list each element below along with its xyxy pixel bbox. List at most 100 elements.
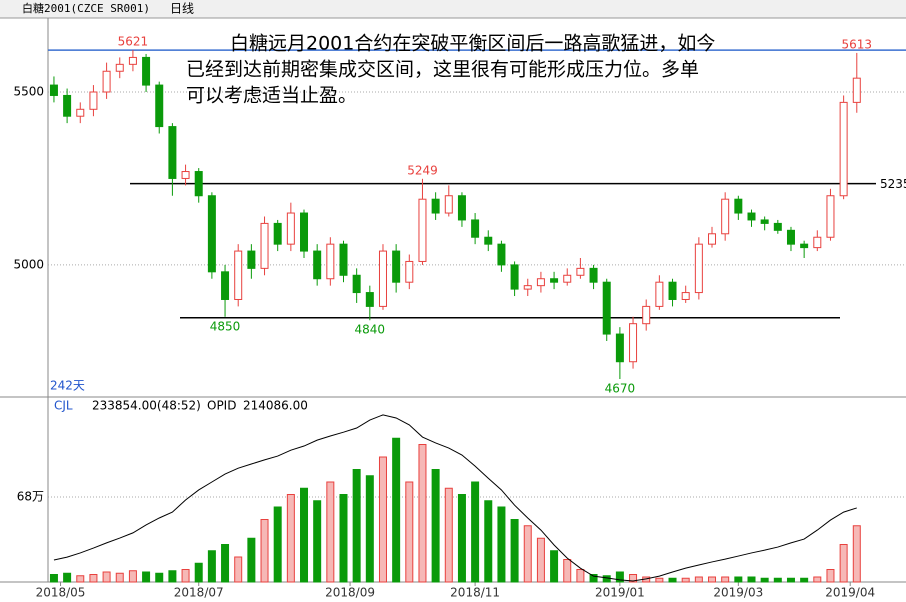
volume-bar [168, 570, 177, 583]
candle-body [378, 250, 387, 307]
volume-bar [523, 525, 532, 583]
annotation: 已经到达前期密集成交区间，这里很有可能形成压力位。多单 [186, 59, 699, 81]
candle-body [602, 281, 611, 335]
volume-bar [484, 500, 493, 583]
volume-bar [128, 570, 137, 583]
annotation: 白糖远月2001合约在突破平衡区间后一路高歌猛进，如今 [230, 33, 715, 55]
candle-body [273, 222, 282, 245]
volume-bar [326, 481, 335, 583]
volume-bar [418, 444, 427, 583]
low-label: 4850 [210, 319, 241, 333]
legend-entry: CJL [54, 399, 73, 413]
candle-body [392, 250, 401, 283]
volume-bar [471, 481, 480, 583]
y-tick-label: 68万 [17, 490, 44, 504]
candle-body [629, 323, 638, 363]
candle-body [260, 222, 269, 269]
x-tick-label: 2019/01 [595, 586, 645, 600]
candle-body [352, 274, 361, 294]
volume-bar [352, 469, 361, 583]
candle-body [734, 198, 743, 214]
volume-bar [773, 577, 782, 583]
candle-body [444, 195, 453, 214]
x-tick-label: 2018/05 [36, 586, 86, 600]
volume-bar [63, 572, 72, 583]
candle-body [168, 126, 177, 179]
volume-bar [339, 494, 348, 583]
high-label: 5249 [407, 163, 438, 177]
candle-body [128, 56, 137, 65]
oi-reading: 214086.00 [243, 399, 308, 413]
annotation: 可以考虑适当止盈。 [186, 85, 357, 107]
volume-bar [708, 576, 717, 583]
volume-bar [260, 519, 269, 583]
candle-body [510, 264, 519, 290]
candle-body [642, 305, 651, 325]
candle-body [142, 56, 151, 86]
volume-bar [786, 577, 795, 583]
candle-body [721, 198, 730, 235]
volume-bar [576, 569, 585, 583]
volume-bar [115, 572, 124, 583]
x-tick-label: 2019/04 [825, 586, 875, 600]
volume-bar [734, 576, 743, 583]
volume-bar [550, 550, 559, 583]
volume-bar [510, 519, 519, 583]
high-label: 5621 [118, 35, 149, 49]
volume-bar [813, 576, 822, 583]
volume-bar [181, 569, 190, 583]
chart-title: 白糖2001(CZCE SR001) [22, 1, 150, 15]
x-tick-label: 2018/07 [174, 586, 224, 600]
volume-bar [365, 475, 374, 583]
candle-body [207, 195, 216, 273]
candle-body [457, 195, 466, 221]
volume-bar [102, 571, 111, 583]
high-label: 5613 [842, 37, 873, 51]
volume-bar [457, 494, 466, 583]
candle-body [431, 198, 440, 214]
period-button[interactable]: 日线 [170, 2, 194, 16]
volume-bar [497, 506, 506, 583]
volume-bar [431, 469, 440, 583]
candle-body [471, 219, 480, 238]
candle-body [786, 229, 795, 245]
candle-body [247, 250, 256, 269]
volume-bar [142, 571, 151, 583]
volume-bar [76, 575, 85, 583]
period-count: 242天 [50, 379, 85, 393]
candle-body [313, 250, 322, 280]
candle-body [49, 84, 58, 96]
low-label: 4670 [605, 382, 636, 396]
volume-bar [826, 569, 835, 583]
candle-body [115, 63, 124, 72]
candle-body [523, 285, 532, 290]
volume-bar [655, 577, 664, 583]
volume-bar [629, 574, 638, 583]
candle-body [576, 267, 585, 276]
volume-bar [286, 494, 295, 583]
candle-body [286, 212, 295, 245]
volume-bar [49, 574, 58, 583]
volume-bar [247, 537, 256, 583]
volume-bar [444, 487, 453, 583]
candle-body [615, 333, 624, 363]
x-tick-label: 2019/03 [713, 586, 763, 600]
candle-body [852, 77, 861, 103]
volume-bar [300, 487, 309, 583]
oi-line [53, 414, 857, 582]
volume-bar [589, 574, 598, 583]
candle-body [668, 281, 677, 300]
candle-body [484, 236, 493, 245]
candle-body [89, 91, 98, 110]
candle-body [563, 274, 572, 283]
volume-bar [615, 571, 624, 583]
volume-bar [89, 574, 98, 583]
candle-body [155, 84, 164, 128]
volume-bar [694, 576, 703, 583]
volume-bar [378, 456, 387, 583]
candle-body [497, 243, 506, 266]
volume-bar [234, 556, 243, 583]
candle-body [194, 171, 203, 197]
candle-body [102, 70, 111, 93]
